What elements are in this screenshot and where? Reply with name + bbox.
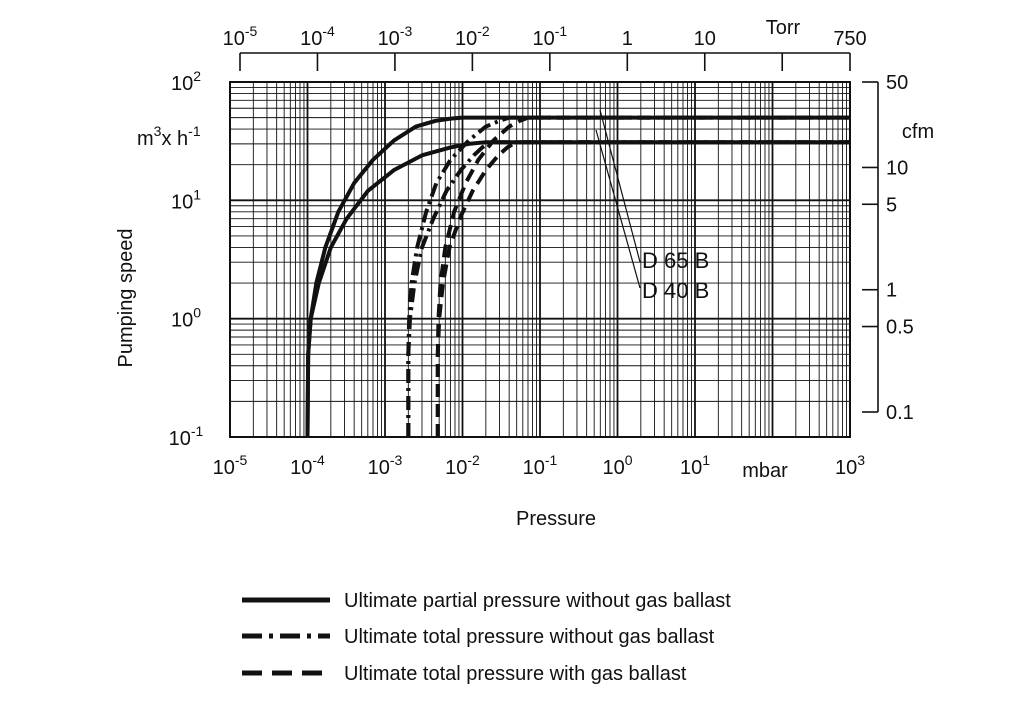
legend-label-dashed: Ultimate total pressure with gas ballast <box>344 663 687 685</box>
x-tick-label: 103 <box>835 452 865 479</box>
x-tick-label: 10-1 <box>523 452 558 479</box>
right-axis-unit: cfm <box>902 121 934 143</box>
leader-d65b <box>599 109 641 263</box>
plot-frame <box>229 81 851 438</box>
curve-d40b-solid <box>305 140 850 438</box>
x-axis-ticks: 10-5 10-4 10-3 10-2 10-1 100 101 103 <box>213 452 866 479</box>
right-tick-label: 10 <box>886 157 908 179</box>
y-axis-ticks: 102 101 100 10-1 <box>169 68 204 450</box>
legend: Ultimate partial pressure without gas ba… <box>242 590 731 685</box>
legend-label-dashdot: Ultimate total pressure without gas ball… <box>344 626 715 648</box>
y-axis-unit: m3x h-1 <box>137 123 201 150</box>
top-tick-label: 10-1 <box>532 23 567 50</box>
y-tick-label: 102 <box>171 68 201 95</box>
top-tick-label: 10 <box>694 28 716 50</box>
right-axis-ticks: 50 10 5 1 0.5 0.1 <box>862 72 914 424</box>
top-tick-label: 10-2 <box>455 23 490 50</box>
top-axis-ticks: 10-5 10-4 10-3 10-2 10-1 1 10 750 <box>223 23 867 71</box>
right-tick-label: 0.5 <box>886 317 914 339</box>
top-axis-unit: Torr <box>766 17 801 39</box>
annotation-d40b: D 40 B <box>642 278 709 303</box>
y-axis-label: Pumping speed <box>115 229 137 368</box>
right-tick-label: 0.1 <box>886 402 914 424</box>
top-tick-label: 750 <box>833 28 866 50</box>
curve-d40b-dashed <box>435 140 850 437</box>
right-tick-label: 1 <box>886 280 897 302</box>
annotation-leaders <box>595 109 641 289</box>
x-tick-label: 101 <box>680 452 710 479</box>
curve-d65b-dashdot <box>406 115 850 437</box>
leader-d40b <box>595 129 641 289</box>
top-tick-label: 10-4 <box>300 23 335 50</box>
y-tick-label: 101 <box>171 186 201 213</box>
curve-d40b-dashdot <box>406 140 850 437</box>
y-tick-label: 100 <box>171 305 201 332</box>
annotation-d65b: D 65 B <box>642 248 709 273</box>
x-tick-label: 10-5 <box>213 452 248 479</box>
right-tick-label: 50 <box>886 72 908 94</box>
y-tick-label: 10-1 <box>169 423 204 450</box>
right-tick-label: 5 <box>886 194 897 216</box>
legend-label-solid: Ultimate partial pressure without gas ba… <box>344 590 731 612</box>
top-tick-label: 10-3 <box>378 23 413 50</box>
x-tick-label: 100 <box>602 452 632 479</box>
top-tick-label: 1 <box>622 28 633 50</box>
curve-d65b-dashed <box>435 115 850 437</box>
x-tick-label: 10-4 <box>290 452 325 479</box>
x-axis-unit: mbar <box>742 460 788 482</box>
top-tick-label: 10-5 <box>223 23 258 50</box>
x-tick-label: 10-2 <box>445 452 480 479</box>
x-tick-label: 10-3 <box>368 452 403 479</box>
series-group <box>305 115 850 438</box>
x-axis-label: Pressure <box>516 508 596 530</box>
